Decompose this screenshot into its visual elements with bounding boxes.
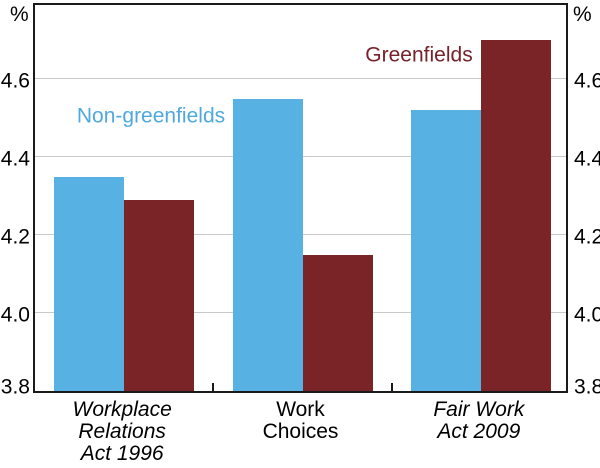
ytick-left-4.4: 4.4: [0, 147, 30, 171]
ytick-left-3.8: 3.8: [0, 375, 30, 399]
xtick-label-2: Work Choices: [262, 398, 339, 443]
y-axis-unit-left: %: [10, 3, 29, 26]
ytick-right-4.0: 4.0: [574, 303, 600, 327]
xtick-label-1: Workplace Relations Act 1996: [72, 398, 172, 465]
bar-non-greenfields-2: [232, 98, 303, 391]
ytick-left-4.2: 4.2: [0, 225, 30, 249]
ytick-right-3.8: 3.8: [574, 375, 600, 399]
x-axis-boundary-tick-2: [390, 383, 393, 391]
y-axis-unit-right: %: [573, 3, 592, 26]
xtick-label-3: Fair Work Act 2009: [433, 398, 525, 443]
plot-area: [33, 3, 568, 393]
ytick-right-4.6: 4.6: [574, 69, 600, 93]
legend-label-non-greenfields: Non-greenfields: [76, 104, 226, 128]
ytick-left-4.0: 4.0: [0, 303, 30, 327]
gridline-4.6: [35, 78, 566, 79]
bar-non-greenfields-1: [54, 176, 125, 391]
legend-label-greenfields: Greenfields: [365, 43, 473, 67]
bar-greenfields-3: [480, 40, 551, 391]
ytick-right-4.4: 4.4: [574, 147, 600, 171]
bar-greenfields-1: [124, 199, 195, 391]
ytick-left-4.6: 4.6: [0, 69, 30, 93]
ytick-right-4.2: 4.2: [574, 225, 600, 249]
bar-greenfields-2: [302, 254, 373, 391]
x-axis-boundary-tick-1: [212, 383, 215, 391]
bar-non-greenfields-3: [410, 110, 481, 391]
